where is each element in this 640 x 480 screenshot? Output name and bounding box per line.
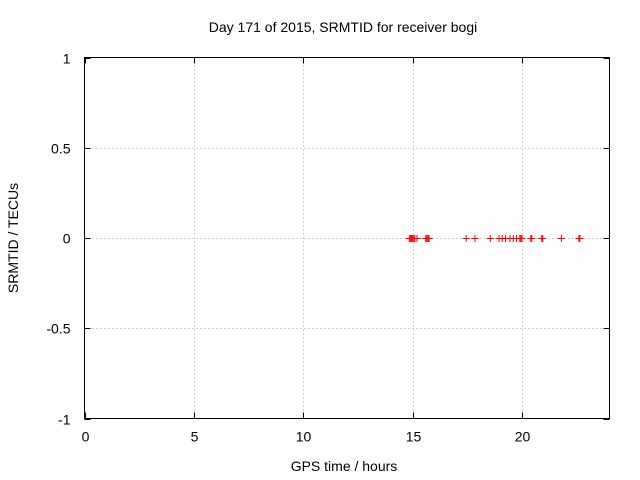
- data-point: [471, 235, 479, 242]
- data-point: [425, 235, 433, 242]
- data-points: [405, 235, 584, 242]
- data-point: [576, 235, 584, 242]
- data-point: [557, 235, 565, 242]
- y-tick-label: -0.5: [46, 321, 70, 337]
- plot-frame: [84, 57, 610, 419]
- y-axis-label: SRMTID / TECUs: [5, 183, 21, 293]
- data-point: [518, 235, 526, 242]
- y-tick-label: 1: [63, 51, 71, 67]
- chart-title: Day 171 of 2015, SRMTID for receiver bog…: [209, 19, 477, 35]
- x-tick-label: 10: [296, 429, 312, 445]
- x-tick-label: 20: [515, 429, 531, 445]
- x-tick-label: 5: [191, 429, 199, 445]
- x-tick-label: 0: [82, 429, 90, 445]
- y-tick-label: 0.5: [51, 141, 71, 157]
- y-tick-label: 0: [63, 231, 71, 247]
- data-point: [539, 235, 547, 242]
- data-point: [528, 235, 536, 242]
- data-point: [462, 235, 470, 242]
- data-point: [413, 235, 421, 242]
- tick-layer: 0 5 10 15 20 1 0.5 0 -0.5 -1: [46, 51, 610, 445]
- y-tick-label: -1: [58, 412, 71, 428]
- data-point: [486, 235, 494, 242]
- x-axis-label: GPS time / hours: [291, 458, 398, 474]
- x-tick-label: 15: [406, 429, 422, 445]
